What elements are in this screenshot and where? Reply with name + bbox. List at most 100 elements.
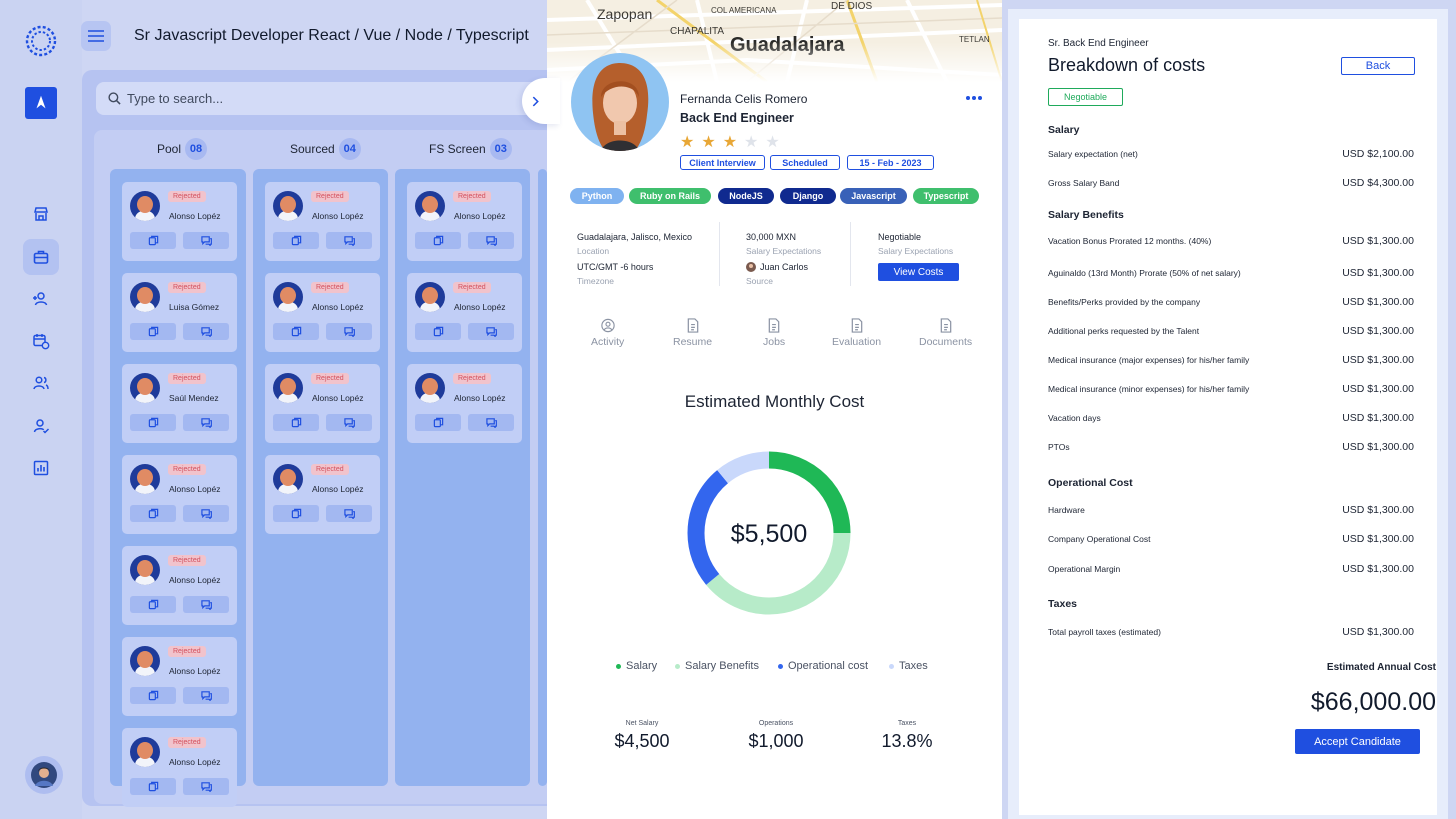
message-button[interactable] [468, 232, 514, 249]
chat-icon [200, 781, 212, 792]
candidate-card[interactable]: Rejected Alonso Lopéz [122, 546, 237, 625]
brand-icon[interactable] [25, 87, 57, 119]
legend-item: Operational cost [778, 660, 868, 672]
expand-board-button[interactable] [522, 78, 560, 124]
chat-icon [343, 417, 355, 428]
message-button[interactable] [326, 323, 372, 340]
tab-documents[interactable]: Documents [919, 318, 972, 348]
candidate-card[interactable]: Rejected Alonso Lopéz [265, 455, 380, 534]
copy-button[interactable] [273, 505, 319, 522]
message-button[interactable] [326, 505, 372, 522]
view-costs-button[interactable]: View Costs [878, 263, 959, 281]
menu-button[interactable] [81, 21, 111, 51]
timezone-value: UTC/GMT -6 hours [577, 262, 654, 272]
cost-row-value: USD $1,300.00 [1342, 235, 1414, 247]
users-icon[interactable] [23, 365, 59, 401]
add-user-icon[interactable] [23, 281, 59, 317]
copy-button[interactable] [130, 596, 176, 613]
copy-icon [433, 235, 444, 246]
salary-value: 30,000 MXN [746, 232, 797, 242]
candidate-card[interactable]: Rejected Alonso Lopéz [122, 728, 237, 807]
cost-row-label: Benefits/Perks provided by the company [1048, 297, 1201, 307]
logo-icon[interactable] [24, 24, 58, 58]
copy-button[interactable] [130, 505, 176, 522]
status-badge: Rejected [168, 373, 206, 384]
legend-label: Taxes [899, 660, 928, 672]
message-button[interactable] [468, 323, 514, 340]
candidate-card[interactable]: Rejected Saúl Mendez [122, 364, 237, 443]
candidate-name: Alonso Lopéz [312, 484, 364, 494]
tab-activity[interactable]: Activity [591, 318, 624, 348]
copy-button[interactable] [130, 323, 176, 340]
column-label: FS Screen [429, 142, 486, 156]
message-button[interactable] [183, 505, 229, 522]
candidate-card[interactable]: Rejected Alonso Lopéz [122, 637, 237, 716]
copy-button[interactable] [415, 414, 461, 431]
accept-candidate-button[interactable]: Accept Candidate [1295, 729, 1420, 754]
copy-icon [148, 599, 159, 610]
briefcase-icon[interactable] [23, 239, 59, 275]
copy-button[interactable] [273, 232, 319, 249]
cost-row-value: USD $1,300.00 [1342, 504, 1414, 516]
tab-resume[interactable]: Resume [673, 318, 712, 348]
column-header-pool[interactable]: Pool 08 [157, 138, 208, 160]
copy-button[interactable] [273, 323, 319, 340]
cost-row-value: USD $2,100.00 [1342, 148, 1414, 160]
search-input[interactable] [127, 91, 507, 106]
candidate-card[interactable]: Rejected Alonso Lopéz [407, 273, 522, 352]
copy-button[interactable] [130, 414, 176, 431]
copy-button[interactable] [130, 232, 176, 249]
message-button[interactable] [183, 596, 229, 613]
column-header-sourced[interactable]: Sourced 04 [290, 138, 361, 160]
candidate-name: Alonso Lopéz [312, 302, 364, 312]
store-icon[interactable] [23, 196, 59, 232]
tab-jobs[interactable]: Jobs [763, 318, 785, 348]
chat-icon [343, 508, 355, 519]
copy-button[interactable] [415, 323, 461, 340]
message-button[interactable] [326, 232, 372, 249]
candidate-name: Fernanda Celis Romero [680, 92, 808, 106]
user-avatar[interactable] [25, 756, 63, 794]
back-button[interactable]: Back [1341, 57, 1415, 75]
copy-button[interactable] [130, 778, 176, 795]
legend-label: Salary [626, 660, 658, 672]
candidate-card[interactable]: Rejected Alonso Lopéz [122, 455, 237, 534]
column-header-fs-screen[interactable]: FS Screen 03 [429, 138, 512, 160]
candidate-card[interactable]: Rejected Alonso Lopéz [265, 182, 380, 261]
message-button[interactable] [183, 414, 229, 431]
message-button[interactable] [183, 778, 229, 795]
copy-button[interactable] [415, 232, 461, 249]
report-chart-icon[interactable] [23, 450, 59, 486]
candidate-card[interactable]: Rejected Alonso Lopéz [265, 364, 380, 443]
message-button[interactable] [468, 414, 514, 431]
candidate-card[interactable]: Rejected Alonso Lopéz [265, 273, 380, 352]
candidate-name: Alonso Lopéz [454, 302, 506, 312]
message-button[interactable] [326, 414, 372, 431]
source-name: Juan Carlos [760, 262, 809, 272]
cost-row-value: USD $4,300.00 [1342, 177, 1414, 189]
cost-row-label: Vacation Bonus Prorated 12 months. (40%) [1048, 236, 1212, 246]
more-options-icon[interactable] [965, 93, 983, 103]
candidate-card[interactable]: Rejected Luisa Gómez [122, 273, 237, 352]
tab-evaluation[interactable]: Evaluation [832, 318, 881, 348]
candidate-card[interactable]: Rejected Alonso Lopéz [407, 364, 522, 443]
message-button[interactable] [183, 687, 229, 704]
message-button[interactable] [183, 232, 229, 249]
status-badge: Negotiable [1048, 88, 1123, 106]
user-circle-icon [600, 318, 615, 333]
location-value: Guadalajara, Jalisco, Mexico [577, 232, 693, 242]
candidate-card[interactable]: Rejected Alonso Lopéz [407, 182, 522, 261]
tab-label: Resume [673, 336, 713, 348]
copy-button[interactable] [273, 414, 319, 431]
status-badge: Rejected [168, 646, 206, 657]
chat-icon [485, 326, 497, 337]
user-check-icon[interactable] [23, 408, 59, 444]
avatar [130, 646, 160, 676]
candidate-card[interactable]: Rejected Alonso Lopéz [122, 182, 237, 261]
calendar-clock-icon[interactable] [23, 323, 59, 359]
copy-button[interactable] [130, 687, 176, 704]
chat-icon [200, 599, 212, 610]
cost-row-value: USD $1,300.00 [1342, 296, 1414, 308]
chevron-right-icon [532, 96, 539, 106]
message-button[interactable] [183, 323, 229, 340]
